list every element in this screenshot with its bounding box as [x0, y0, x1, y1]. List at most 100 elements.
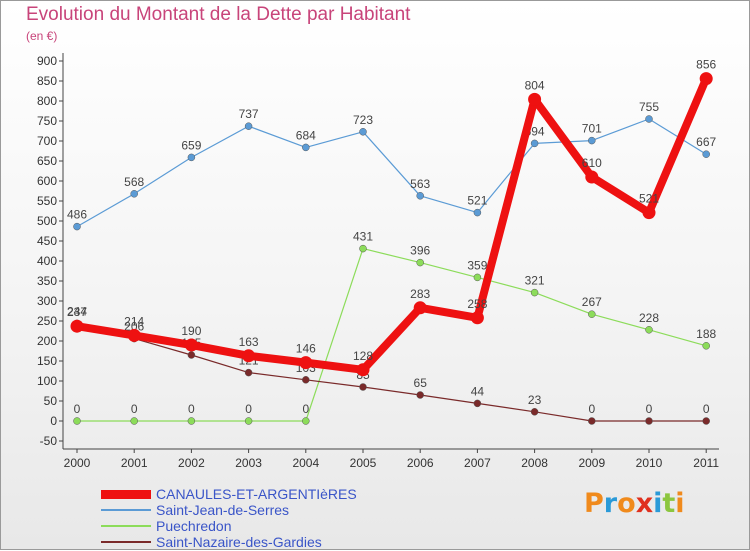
- x-tick-label: 2005: [350, 456, 377, 470]
- data-label: 321: [525, 274, 545, 288]
- legend-swatch: [101, 509, 151, 511]
- data-label: 0: [74, 402, 81, 416]
- data-label: 486: [67, 208, 87, 222]
- legend-swatch: [101, 541, 151, 543]
- data-label: 701: [582, 122, 602, 136]
- data-label: 755: [639, 100, 659, 114]
- data-point: [645, 326, 653, 334]
- data-point: [416, 258, 424, 267]
- data-label: 163: [239, 335, 259, 349]
- data-point: [302, 417, 310, 425]
- data-label: 214: [124, 314, 144, 328]
- data-label: 0: [646, 402, 653, 416]
- logo-letter: i: [675, 488, 685, 519]
- data-point: [702, 150, 710, 158]
- logo-letter: r: [603, 488, 618, 519]
- data-point: [187, 153, 196, 162]
- data-point: [130, 417, 138, 425]
- data-point: [356, 363, 370, 377]
- data-point: [699, 72, 713, 86]
- data-point: [530, 288, 539, 297]
- data-point: [359, 383, 367, 391]
- y-tick-label: 350: [37, 274, 57, 288]
- data-label: 737: [239, 107, 259, 121]
- data-label: 283: [410, 287, 430, 301]
- data-label: 0: [188, 402, 195, 416]
- data-label: 128: [353, 349, 373, 363]
- y-tick-label: 800: [37, 94, 57, 108]
- data-point: [702, 342, 710, 350]
- data-point: [359, 244, 367, 253]
- data-label: 267: [582, 295, 602, 309]
- y-tick-label: 0: [50, 414, 57, 428]
- data-point: [416, 391, 424, 399]
- data-label: 188: [696, 327, 716, 341]
- data-label: 228: [639, 311, 659, 325]
- y-tick-label: 600: [37, 174, 57, 188]
- x-tick-label: 2009: [578, 456, 605, 470]
- y-tick-label: 100: [37, 374, 57, 388]
- data-label: 563: [410, 177, 430, 191]
- data-point: [642, 206, 656, 220]
- data-label: 244: [67, 304, 87, 318]
- data-point: [645, 417, 653, 425]
- x-tick-label: 2004: [292, 456, 319, 470]
- data-point: [588, 417, 596, 425]
- y-tick-label: 750: [37, 114, 57, 128]
- data-point: [73, 417, 81, 425]
- data-point: [73, 222, 81, 231]
- data-label: 568: [124, 175, 144, 189]
- data-label: 667: [696, 135, 716, 149]
- data-label: 206: [124, 320, 144, 334]
- data-label: 431: [353, 230, 373, 244]
- logo-letter: i: [653, 488, 663, 519]
- data-point: [416, 192, 424, 200]
- x-tick-label: 2001: [121, 456, 148, 470]
- legend-label: Saint-Jean-de-Serres: [156, 502, 290, 518]
- data-label: 659: [181, 138, 201, 152]
- data-label: 856: [696, 58, 716, 72]
- series-line: [76, 322, 707, 422]
- data-point: [299, 356, 313, 370]
- data-label: 804: [525, 78, 545, 92]
- data-point: [702, 417, 710, 425]
- data-point: [302, 143, 310, 152]
- x-tick-label: 2008: [521, 456, 548, 470]
- data-label: 0: [703, 402, 710, 416]
- data-label: 723: [353, 113, 373, 127]
- data-point: [242, 349, 256, 363]
- series-line: [76, 248, 707, 422]
- data-point: [528, 92, 542, 106]
- data-point: [244, 368, 253, 377]
- data-label: 65: [414, 376, 428, 390]
- data-label: 610: [582, 156, 602, 170]
- y-tick-label: 700: [37, 134, 57, 148]
- x-tick-label: 2010: [636, 456, 663, 470]
- data-point: [184, 338, 198, 352]
- logo-letter: o: [617, 488, 636, 519]
- y-tick-label: 400: [37, 254, 57, 268]
- data-label: 237: [67, 305, 87, 319]
- y-tick-label: 50: [44, 394, 58, 408]
- data-point: [130, 190, 138, 198]
- data-label: 521: [467, 194, 487, 208]
- data-label: 396: [410, 244, 430, 258]
- x-tick-label: 2006: [407, 456, 434, 470]
- x-tick-label: 2007: [464, 456, 491, 470]
- y-tick-label: 900: [37, 54, 57, 68]
- data-point: [359, 128, 367, 136]
- x-tick-label: 2002: [178, 456, 205, 470]
- data-point: [473, 399, 482, 408]
- y-tick-label: 650: [37, 154, 57, 168]
- data-label: 0: [131, 402, 138, 416]
- legend-label: Saint-Nazaire-des-Gardies: [156, 534, 322, 550]
- data-point: [244, 417, 253, 425]
- data-point: [302, 376, 310, 384]
- y-tick-label: 450: [37, 234, 57, 248]
- data-point: [588, 310, 596, 318]
- data-point: [470, 311, 484, 325]
- data-label: 23: [528, 393, 542, 407]
- data-point: [473, 208, 482, 217]
